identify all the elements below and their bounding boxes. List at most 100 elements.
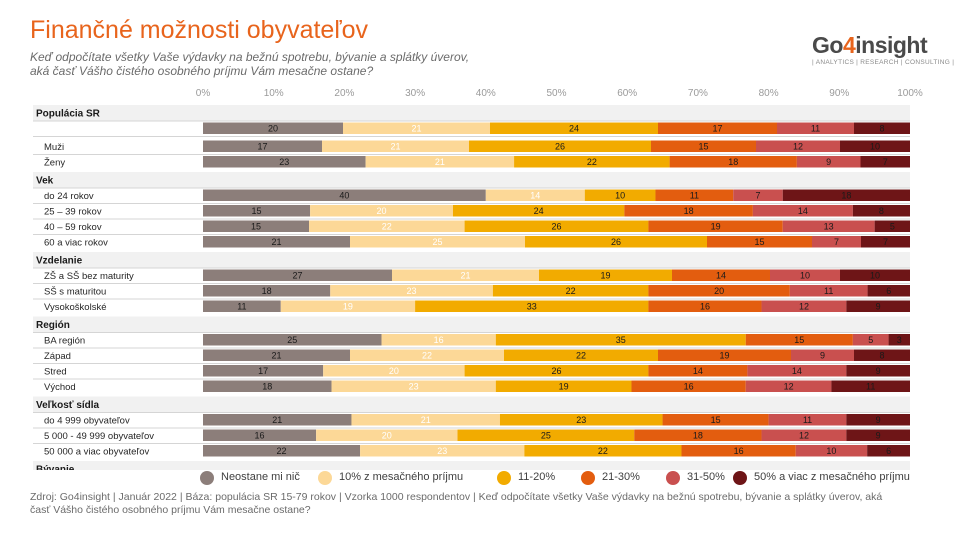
bar-value-label: 33 — [527, 302, 537, 312]
bar-segment — [658, 349, 791, 361]
bar-segment — [846, 414, 910, 426]
bar-segment — [203, 140, 322, 152]
group-header-band — [33, 461, 910, 470]
bar-value-label: 16 — [684, 382, 694, 392]
legend-label: 21-30% — [602, 471, 640, 483]
bar-value-label: 21 — [460, 271, 470, 281]
group-header-band — [33, 172, 910, 188]
group-header-band — [33, 396, 910, 412]
bar-value-label: 11 — [690, 191, 699, 201]
bar-value-label: 7 — [834, 237, 839, 247]
bar-segment — [852, 334, 889, 346]
bar-value-label: 23 — [409, 382, 419, 392]
bar-value-label: 15 — [794, 335, 804, 345]
bar-segment — [782, 220, 875, 232]
bar-value-label: 9 — [826, 157, 831, 167]
bar-segment — [316, 429, 458, 441]
bar-value-label: 22 — [576, 351, 586, 361]
chart-subtitle: Keď odpočítate všetky Vaše výdavky na be… — [30, 50, 500, 78]
bar-segment — [457, 429, 635, 441]
bar-segment — [469, 140, 651, 152]
legend-label: 11-20% — [518, 471, 556, 483]
bar-value-label: 16 — [434, 335, 444, 345]
bar-segment — [846, 429, 910, 441]
bar-value-label: 14 — [530, 191, 540, 201]
bar-value-label: 10 — [870, 271, 880, 281]
bar-segment — [795, 445, 868, 457]
x-tick-label: 40% — [476, 88, 496, 99]
legend-swatch — [733, 471, 747, 485]
bar-segment — [658, 122, 777, 134]
bar-value-label: 16 — [734, 446, 744, 456]
group-header-band — [33, 252, 910, 268]
bar-segment — [464, 365, 649, 377]
bar-segment — [464, 220, 649, 232]
bar-value-label: 11 — [237, 302, 246, 312]
bar-value-label: 22 — [598, 446, 608, 456]
bar-value-label: 26 — [555, 142, 565, 152]
bar-segment — [634, 429, 762, 441]
row-label: BA región — [44, 335, 85, 346]
group-label: Vek — [36, 175, 54, 186]
bar-segment — [631, 380, 746, 392]
row-label: 40 – 59 rokov — [44, 222, 102, 233]
bar-value-label: 11 — [824, 286, 833, 296]
bar-value-label: 14 — [792, 366, 802, 376]
bar-segment — [539, 269, 672, 281]
logo-text-four: 4 — [842, 32, 856, 58]
bar-segment — [888, 334, 910, 346]
bar-value-label: 20 — [714, 286, 724, 296]
bar-value-label: 25 — [287, 335, 297, 345]
bar-segment — [203, 220, 310, 232]
bar-segment — [495, 380, 632, 392]
group-label: Veľkosť sídla — [36, 400, 100, 411]
source-line: časť Vášho čistého osobného príjmu Vám m… — [30, 504, 311, 516]
bar-value-label: 19 — [600, 271, 610, 281]
bar-value-label: 17 — [712, 124, 722, 134]
bar-value-label: 19 — [559, 382, 569, 392]
bar-value-label: 12 — [793, 142, 803, 152]
bar-value-label: 26 — [551, 222, 561, 232]
bar-value-label: 15 — [754, 237, 764, 247]
bar-segment — [415, 300, 649, 312]
subtitle-line: Keď odpočítate všetky Vaše výdavky na be… — [30, 50, 470, 64]
bar-segment — [203, 236, 350, 248]
bar-value-label: 40 — [339, 191, 349, 201]
group-label: Bývanie — [36, 464, 75, 470]
x-tick-label: 50% — [546, 88, 566, 99]
group-label: Región — [36, 320, 70, 331]
bar-value-label: 10 — [870, 142, 880, 152]
bar-segment — [524, 445, 682, 457]
bar-segment — [867, 285, 910, 297]
row-label: SŠ s maturitou — [44, 286, 106, 297]
bar-value-label: 15 — [698, 142, 708, 152]
bar-segment — [203, 349, 350, 361]
bar-segment — [203, 122, 343, 134]
bar-value-label: 20 — [382, 431, 392, 441]
bar-value-label: 5 — [868, 335, 873, 345]
row-label: Vysokoškolské — [44, 302, 106, 313]
bar-value-label: 6 — [886, 446, 891, 456]
bar-value-label: 22 — [566, 286, 576, 296]
bar-segment — [669, 156, 797, 168]
bar-segment — [203, 189, 486, 201]
legend-swatch — [200, 471, 214, 485]
bar-value-label: 26 — [551, 366, 561, 376]
logo-text-insight: insight — [855, 32, 928, 58]
bar-value-label: 11 — [803, 415, 812, 425]
row-label: do 4 999 obyvateľov — [44, 415, 130, 426]
bar-segment — [309, 220, 465, 232]
bar-segment — [867, 445, 910, 457]
legend-label: 10% z mesačného príjmu — [339, 471, 464, 483]
bar-value-label: 21 — [272, 415, 282, 425]
x-tick-label: 20% — [334, 88, 354, 99]
bar-segment — [203, 429, 317, 441]
bar-segment — [495, 334, 746, 346]
source-note: Zdroj: Go4insight | Január 2022 | Báza: … — [30, 491, 920, 517]
bar-segment — [747, 365, 847, 377]
bar-value-label: 10 — [615, 191, 625, 201]
go4insight-logo: Go4insight | ANALYTICS | RESEARCH | CONS… — [812, 32, 954, 72]
bar-value-label: 23 — [407, 286, 417, 296]
bar-value-label: 18 — [728, 157, 738, 167]
bar-value-label: 21 — [271, 351, 281, 361]
